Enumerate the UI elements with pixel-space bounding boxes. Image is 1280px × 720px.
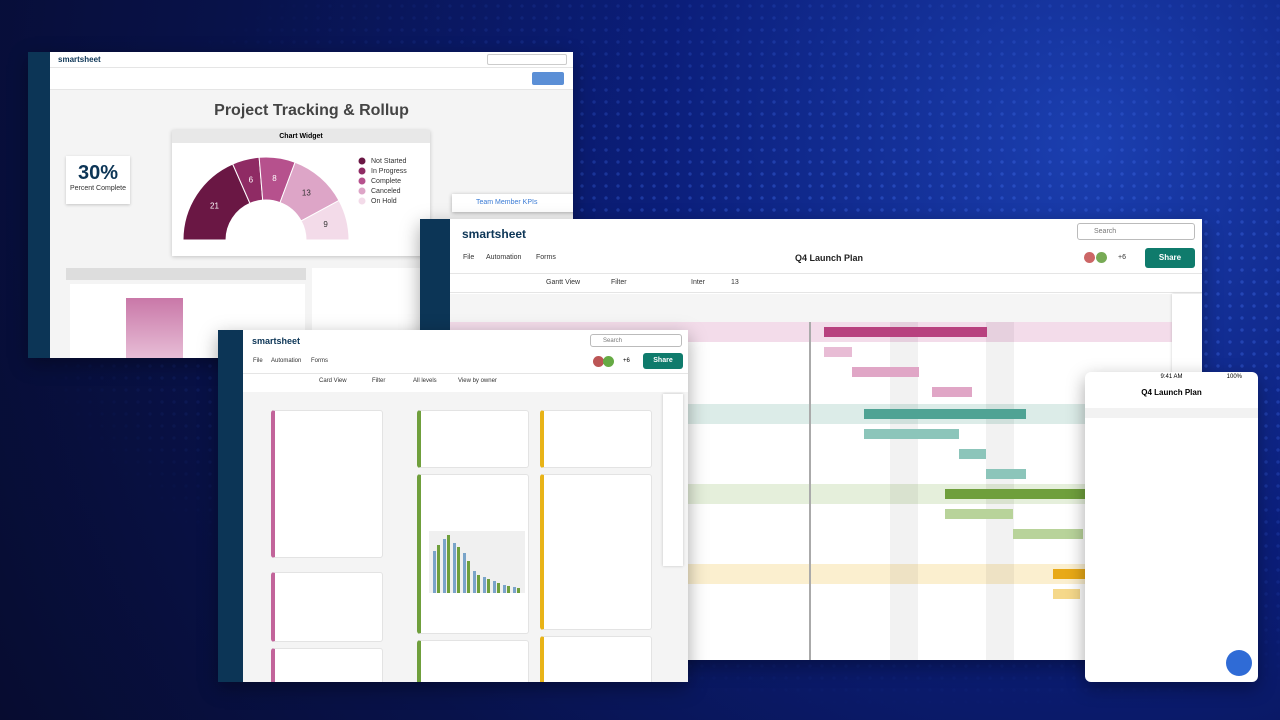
search-box[interactable] <box>487 54 567 65</box>
kpi-tile: 30% Percent Complete <box>66 156 130 204</box>
weekend <box>890 322 918 660</box>
card <box>417 640 529 682</box>
size-selector[interactable]: 13 <box>731 279 739 286</box>
mini-chart <box>429 531 525 593</box>
legend-swatch <box>358 157 366 165</box>
avatar <box>1096 252 1107 263</box>
menu-item[interactable]: Automation <box>271 358 302 364</box>
card <box>540 410 652 468</box>
filter-button[interactable]: Filter <box>372 378 386 384</box>
card <box>271 410 383 558</box>
menu-item[interactable]: Forms <box>536 254 556 261</box>
fab[interactable] <box>1226 650 1252 676</box>
share-button[interactable]: Share <box>643 353 683 369</box>
gantt-bar <box>852 367 919 377</box>
brand: smartsheet <box>462 227 527 241</box>
avatar <box>593 356 604 367</box>
dashboard-title: Project Tracking & Rollup <box>214 102 409 119</box>
grid-header <box>1085 408 1258 418</box>
sidebar <box>218 330 243 682</box>
avatar <box>603 356 614 367</box>
right-rail <box>1172 294 1202 374</box>
gantt-bar <box>959 449 986 459</box>
card <box>540 474 652 630</box>
share-button[interactable]: Share <box>1145 248 1195 268</box>
gantt-bar <box>932 387 972 397</box>
gantt-bar <box>945 489 1202 499</box>
view-selector[interactable]: Gantt View <box>546 279 581 286</box>
brand: smartsheet <box>252 336 301 346</box>
legend-swatch <box>358 177 366 185</box>
link-chip[interactable]: Team Member KPIs <box>452 194 573 212</box>
toolbar: Card View Filter All levels View by owne… <box>243 373 688 387</box>
group-selector[interactable]: View by owner <box>458 378 497 384</box>
sheet-title: Q4 Launch Plan <box>795 253 864 263</box>
segment-label: 6 <box>249 175 254 184</box>
status-battery: 100% <box>1226 374 1242 380</box>
kpi-label: Percent Complete <box>69 185 127 192</box>
donut-segment <box>300 199 350 241</box>
menu-item[interactable]: Automation <box>486 254 522 261</box>
gantt-bar <box>824 327 987 337</box>
font-selector[interactable]: Inter <box>691 279 706 286</box>
legend-label: Canceled <box>371 188 401 195</box>
search-box[interactable]: Search <box>590 334 682 347</box>
kpi-value: 30% <box>77 162 119 184</box>
menu-item[interactable]: Forms <box>311 358 328 364</box>
legend-swatch <box>358 167 366 175</box>
legend-label: In Progress <box>371 168 407 175</box>
gantt-bar <box>945 509 1013 519</box>
widget-title: Chart Widget <box>172 130 430 143</box>
segment-label: 13 <box>302 189 311 198</box>
menu-item[interactable]: File <box>253 358 263 364</box>
brand: smartsheet <box>58 55 101 64</box>
collaborator-count: +6 <box>623 358 630 364</box>
gantt-bar <box>1013 529 1083 539</box>
card <box>271 572 383 642</box>
share-button[interactable] <box>532 72 564 85</box>
segment-label: 21 <box>210 201 219 210</box>
segment-label: 9 <box>323 220 328 229</box>
topbar: smartsheet <box>50 52 573 68</box>
card <box>417 474 529 634</box>
card <box>417 410 529 468</box>
donut-chart: 21 Not Started 6 In Progress 8 Complete 13 Canc… <box>182 156 407 241</box>
legend-label: Not Started <box>371 158 407 165</box>
legend-swatch <box>358 187 366 195</box>
gantt-bar <box>986 469 1026 479</box>
mobile-title: Q4 Launch Plan <box>1141 388 1202 397</box>
gantt-bar <box>1053 589 1080 599</box>
gantt-bar <box>864 429 959 439</box>
legend-swatch <box>358 197 366 205</box>
legend-label: On Hold <box>371 198 397 205</box>
toolbar: Gantt View Filter Inter 13 <box>450 273 1202 293</box>
gantt-bar <box>864 409 1026 419</box>
card <box>271 648 383 682</box>
mobile-window: 9:41 AM 100% Q4 Launch Plan <box>1085 372 1258 682</box>
sidebar <box>28 52 50 358</box>
legend-label: Complete <box>371 178 401 185</box>
gantt-bar <box>824 347 852 357</box>
search-box[interactable]: Search <box>1077 223 1195 240</box>
collaborator-count: +6 <box>1118 254 1126 261</box>
grid-header <box>450 294 1202 322</box>
filter-button[interactable]: Filter <box>611 279 627 286</box>
status-time: 9:41 AM <box>1160 374 1183 380</box>
toolbar <box>50 68 573 90</box>
view-selector[interactable]: Card View <box>319 378 347 384</box>
menu-item[interactable]: File <box>463 254 475 261</box>
table-highlight <box>126 298 183 358</box>
levels-selector[interactable]: All levels <box>413 378 437 384</box>
segment-label: 8 <box>272 174 277 183</box>
card <box>540 636 652 682</box>
right-rail <box>663 394 683 566</box>
avatar <box>1084 252 1095 263</box>
panel <box>66 268 306 280</box>
card-window: smartsheet Search File Automation Forms … <box>218 330 688 682</box>
